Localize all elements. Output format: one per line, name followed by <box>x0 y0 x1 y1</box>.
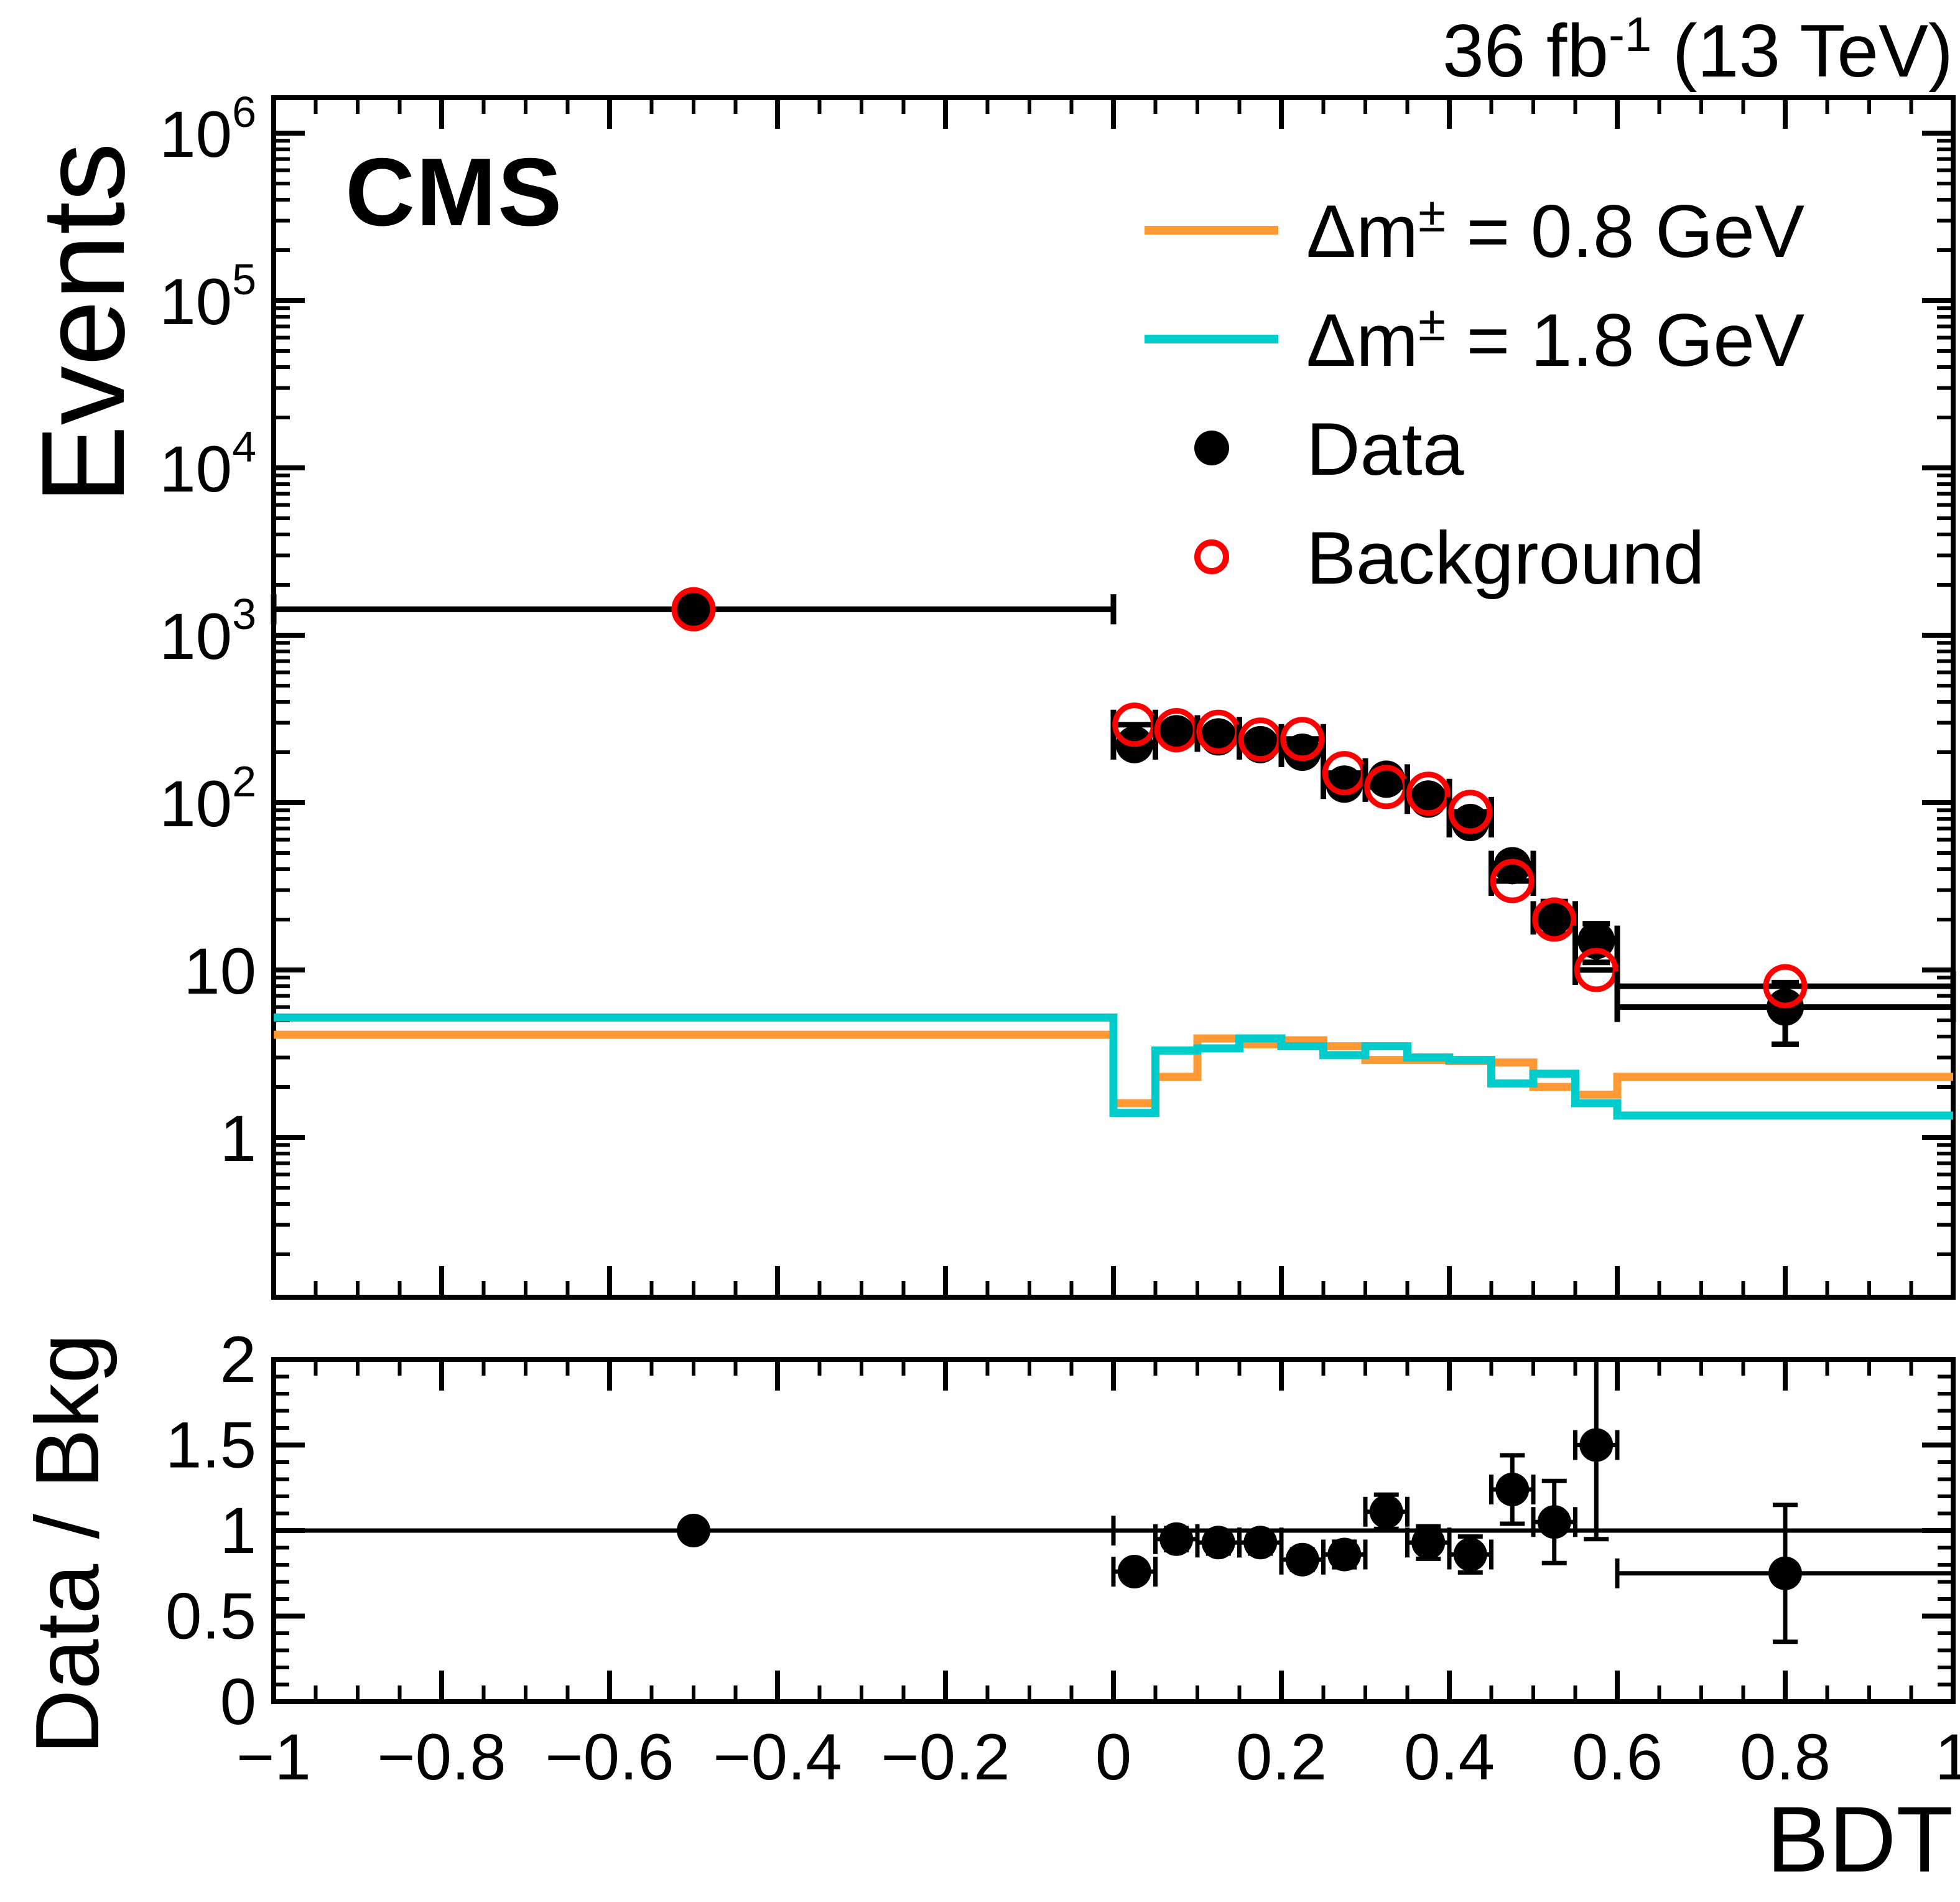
background-circle-icon <box>1145 539 1278 574</box>
ratio-point <box>1201 1526 1235 1560</box>
ratio-point <box>1327 1537 1362 1572</box>
x-tick-label: 1 <box>1935 1721 1960 1794</box>
data-point <box>1326 765 1363 803</box>
x-tick-label: 0 <box>1095 1721 1131 1794</box>
background-point <box>1532 897 1577 942</box>
background-point <box>1490 859 1535 903</box>
ratio-point <box>677 1514 710 1547</box>
y-tick-label: 105 <box>159 255 256 338</box>
y-tick-label: 104 <box>159 422 256 506</box>
ratio-point <box>1117 1555 1151 1588</box>
x-tick-label: −0.2 <box>881 1721 1010 1794</box>
ratio-y-tick-label: 0.5 <box>165 1580 256 1653</box>
background-point <box>1280 717 1325 762</box>
data-point-icon <box>1145 431 1278 465</box>
legend-entry-data: Data <box>1145 408 1464 491</box>
ratio-y-tick-label: 0 <box>220 1666 256 1738</box>
y-tick-label: 106 <box>159 88 256 171</box>
background-point <box>671 587 716 632</box>
y-tick-label: 1 <box>220 1103 256 1175</box>
y-axis-title-ratio: Data / Bkg <box>17 1333 118 1755</box>
data-point <box>1158 715 1196 753</box>
data-point <box>1577 921 1615 959</box>
ratio-point <box>1285 1542 1319 1577</box>
x-tick-label: −0.4 <box>713 1721 842 1794</box>
y-tick-label: 103 <box>159 590 256 673</box>
x-tick-label: 0.4 <box>1404 1721 1495 1794</box>
legend-entry-signal-1p8: Δm± = 1.8 GeV <box>1145 296 1804 382</box>
x-tick-label: 0.8 <box>1740 1721 1831 1794</box>
legend-entry-label: Δm± = 1.8 GeV <box>1306 296 1805 382</box>
y-tick-label: 10 <box>183 935 256 1008</box>
legend-entry-label: Data <box>1306 408 1464 491</box>
data-point <box>1493 847 1531 885</box>
lumi-energy: (13 TeV) <box>1651 9 1953 93</box>
background-point <box>1574 948 1619 992</box>
legend-entry-label: Background <box>1306 516 1705 600</box>
luminosity-label: 36 fb-1 (13 TeV) <box>1442 6 1953 94</box>
signal-hist-dm1p8 <box>274 1013 1953 1120</box>
x-tick-label: 0.6 <box>1572 1721 1663 1794</box>
lumi-exponent: -1 <box>1608 7 1652 62</box>
data-point <box>1535 897 1573 935</box>
experiment-logo: CMS <box>345 138 564 246</box>
y-tick-label: 102 <box>159 757 256 841</box>
background-point <box>1406 772 1451 816</box>
y-axis-title-main: Events <box>17 142 149 504</box>
ratio-point <box>1768 1556 1802 1590</box>
ratio-point <box>1159 1522 1194 1556</box>
data-point <box>1283 734 1321 772</box>
x-axis-title: BDT <box>1767 1787 1953 1891</box>
ratio-point <box>1537 1505 1571 1539</box>
lumi-text: 36 fb <box>1442 9 1609 93</box>
x-tick-label: 0.2 <box>1236 1721 1327 1794</box>
x-tick-label: −0.6 <box>545 1721 674 1794</box>
ratio-point <box>1453 1537 1487 1572</box>
legend-entry-label: Δm± = 0.8 GeV <box>1306 187 1805 273</box>
ratio-point <box>1411 1526 1446 1560</box>
background-point <box>1448 790 1493 834</box>
ratio-point <box>1495 1473 1530 1506</box>
ratio-point <box>1369 1494 1403 1529</box>
ratio-point <box>1243 1526 1278 1560</box>
data-point <box>675 590 712 628</box>
signal-1p8-line-icon <box>1145 335 1278 343</box>
x-tick-label: −0.8 <box>377 1721 506 1794</box>
legend-entry-signal-0p8: Δm± = 0.8 GeV <box>1145 187 1804 273</box>
x-tick-label: −1 <box>236 1721 311 1794</box>
legend-entry-background: Background <box>1145 516 1704 600</box>
signal-0p8-line-icon <box>1145 226 1278 235</box>
ratio-y-tick-label: 2 <box>220 1323 256 1396</box>
ratio-y-tick-label: 1 <box>220 1494 256 1567</box>
ratio-point <box>1579 1428 1614 1462</box>
ratio-y-tick-label: 1.5 <box>165 1409 256 1482</box>
background-point <box>1763 964 1808 1009</box>
